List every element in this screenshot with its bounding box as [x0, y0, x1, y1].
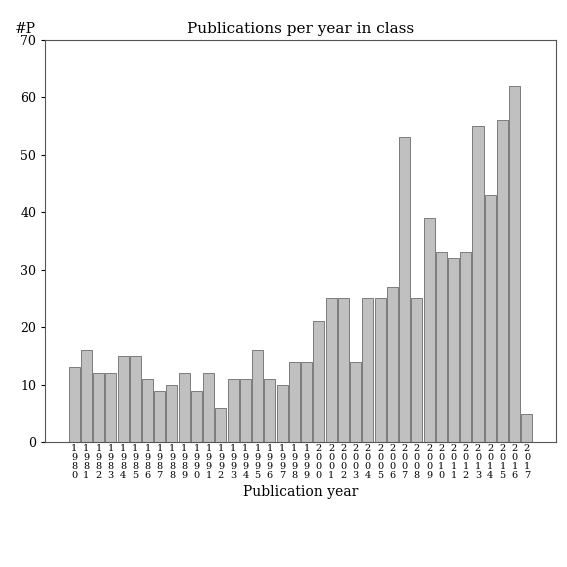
Bar — [362, 298, 373, 442]
Bar — [240, 379, 251, 442]
Bar — [424, 218, 434, 442]
Bar — [130, 356, 141, 442]
Bar — [93, 373, 104, 442]
Bar — [142, 379, 153, 442]
Bar — [179, 373, 190, 442]
X-axis label: Publication year: Publication year — [243, 485, 358, 499]
Bar — [460, 252, 471, 442]
Bar — [191, 391, 202, 442]
Bar — [387, 287, 398, 442]
Bar — [215, 408, 226, 442]
Bar — [203, 373, 214, 442]
Bar — [289, 362, 300, 442]
Bar — [167, 385, 177, 442]
Text: #P: #P — [15, 22, 36, 36]
Bar — [350, 362, 361, 442]
Bar — [509, 86, 521, 442]
Bar — [399, 137, 410, 442]
Bar — [472, 126, 484, 442]
Bar — [497, 120, 508, 442]
Bar — [105, 373, 116, 442]
Bar — [448, 258, 459, 442]
Bar — [264, 379, 276, 442]
Bar — [277, 385, 287, 442]
Bar — [117, 356, 129, 442]
Bar — [338, 298, 349, 442]
Bar — [411, 298, 422, 442]
Bar — [301, 362, 312, 442]
Bar — [375, 298, 386, 442]
Bar — [81, 350, 92, 442]
Title: Publications per year in class: Publications per year in class — [187, 22, 414, 36]
Bar — [314, 321, 324, 442]
Bar — [485, 195, 496, 442]
Bar — [69, 367, 79, 442]
Bar — [325, 298, 337, 442]
Bar — [228, 379, 239, 442]
Bar — [154, 391, 165, 442]
Bar — [522, 413, 532, 442]
Bar — [252, 350, 263, 442]
Bar — [436, 252, 447, 442]
